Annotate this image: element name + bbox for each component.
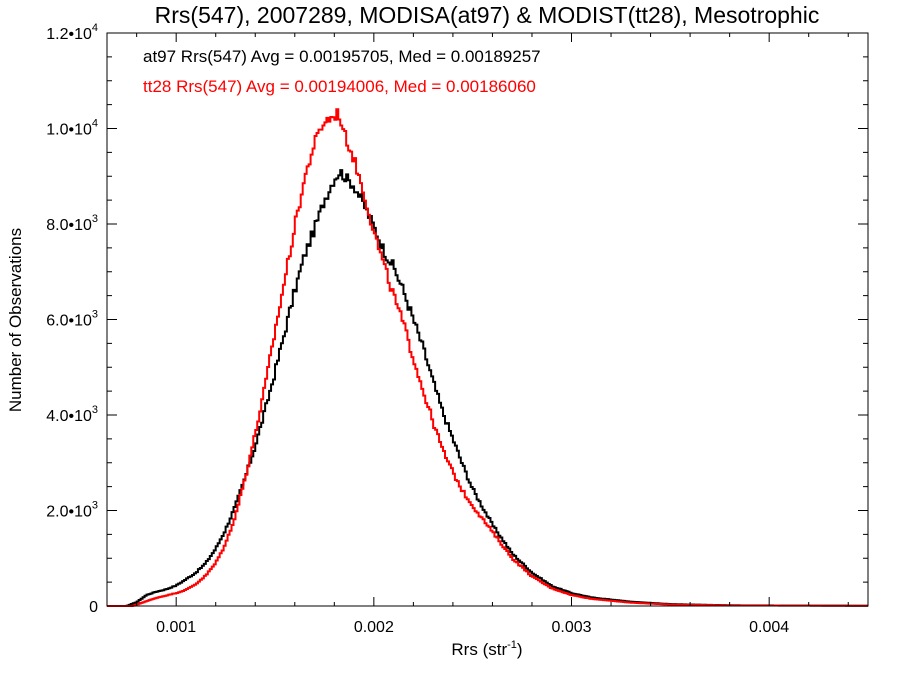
y-tick-label: 2.0•103 <box>46 500 98 521</box>
plot-frame <box>106 32 869 607</box>
y-tick-label: 0 <box>89 599 98 616</box>
x-tick-label: 0.002 <box>354 619 394 636</box>
chart-title: Rrs(547), 2007289, MODISA(at97) & MODIST… <box>155 2 820 28</box>
y-tick-label: 8.0•103 <box>46 213 98 234</box>
annotation-1: at97 Rrs(547) Avg = 0.00195705, Med = 0.… <box>143 47 541 66</box>
x-axis-label: Rrs (str-1) <box>451 639 522 659</box>
y-axis-label: Number of Observations <box>6 228 25 412</box>
series-layer <box>107 108 868 607</box>
x-tick-label: 0.004 <box>749 619 789 636</box>
series-line-2 <box>107 108 868 607</box>
y-tick-label: 6.0•103 <box>46 309 98 330</box>
y-tick-label: 1.2•104 <box>46 22 98 43</box>
axes-layer: 0.001 0.002 0.003 0.004 0 2.0•103 4.0•103 6.0•1… <box>46 22 868 636</box>
series-line-1 <box>107 169 868 607</box>
x-tick-label: 0.001 <box>156 619 196 636</box>
annotation-2: tt28 Rrs(547) Avg = 0.00194006, Med = 0.… <box>143 77 536 96</box>
annotation-layer: at97 Rrs(547) Avg = 0.00195705, Med = 0.… <box>143 47 541 96</box>
y-tick-label: 1.0•104 <box>46 118 98 139</box>
y-tick-label: 4.0•103 <box>46 404 98 425</box>
x-tick-label: 0.003 <box>551 619 591 636</box>
